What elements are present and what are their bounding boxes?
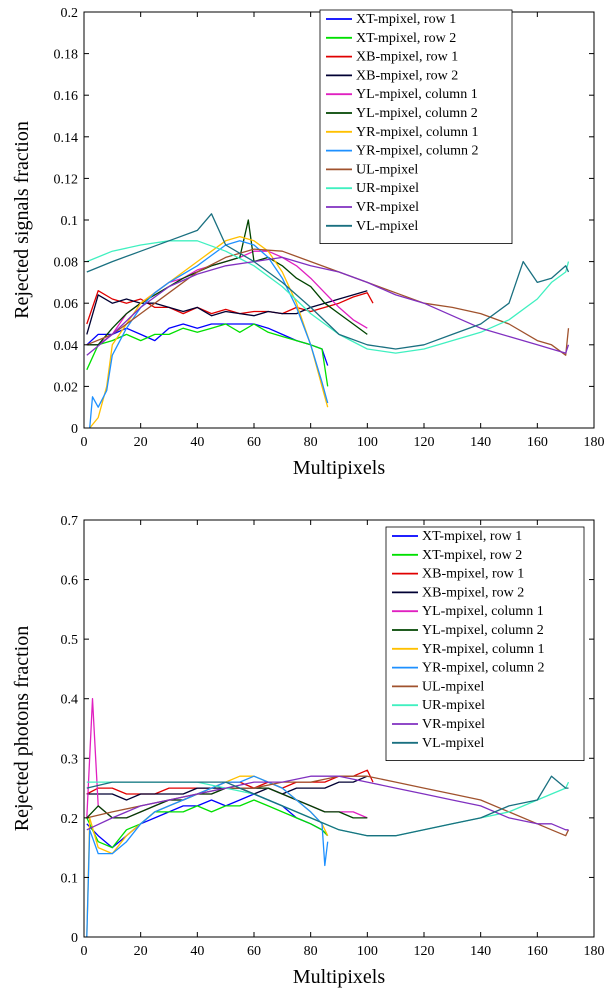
x-tick-label: 120 xyxy=(414,944,435,959)
y-tick-label: 0.3 xyxy=(61,752,79,767)
y-tick-label: 0.18 xyxy=(54,48,79,63)
series-line-4 xyxy=(86,290,368,335)
x-tick-label: 60 xyxy=(247,435,261,450)
series-line-11 xyxy=(86,256,570,356)
y-tick-label: 0 xyxy=(71,422,78,437)
legend-label: YR-mpixel, column 1 xyxy=(422,642,545,657)
x-tick-label: 40 xyxy=(190,944,204,959)
plot-frame xyxy=(83,519,595,938)
legend-label: YR-mpixel, column 2 xyxy=(422,661,545,676)
y-tick-label: 0.6 xyxy=(61,574,79,589)
x-tick-label: 40 xyxy=(190,435,204,450)
legend: XT-mpixel, row 1 XT-mpixel, row 2 XB-mpixe… xyxy=(385,526,585,762)
series-line-12 xyxy=(86,775,569,837)
series-line-11 xyxy=(86,775,569,831)
legend: XT-mpixel, row 1 XT-mpixel, row 2 XB-mpixe… xyxy=(319,9,513,245)
legend-label: UR-mpixel xyxy=(356,181,419,196)
x-tick-label: 0 xyxy=(81,435,88,450)
x-tick-label: 140 xyxy=(470,944,491,959)
x-tick-label: 180 xyxy=(584,944,605,959)
x-tick-label: 80 xyxy=(304,435,318,450)
series-line-8 xyxy=(89,240,329,428)
legend-label: YL-mpixel, column 2 xyxy=(422,623,544,638)
y-tick-label: 0.1 xyxy=(61,871,79,886)
series-line-2 xyxy=(86,799,329,849)
y-tick-label: 0.02 xyxy=(54,380,79,395)
x-axis-title: Multipixels xyxy=(293,966,385,988)
y-axis-title: Rejected signals fraction xyxy=(11,121,33,319)
x-tick-label: 20 xyxy=(134,944,148,959)
x-tick-label: 160 xyxy=(527,944,548,959)
legend-label: YR-mpixel, column 1 xyxy=(356,125,479,140)
x-tick-label: 120 xyxy=(414,435,435,450)
chart-2: 0 20 40 60 80 100 120 140 160 180 0 0.1 0.2 0.3 0.4 0.5… xyxy=(11,514,605,988)
y-tick-label: 0.08 xyxy=(54,256,79,271)
y-tick-label: 0.2 xyxy=(61,6,79,21)
y-axis-title: Rejected photons fraction xyxy=(11,626,33,832)
series-line-2 xyxy=(86,323,329,387)
y-tick-label: 0.4 xyxy=(61,693,79,708)
legend-label: YL-mpixel, column 1 xyxy=(356,87,478,102)
y-tick-label: 0.1 xyxy=(61,214,79,229)
series-lines xyxy=(86,213,570,428)
legend-label: XT-mpixel, row 2 xyxy=(422,548,522,563)
x-tick-label: 60 xyxy=(247,944,261,959)
series-line-8 xyxy=(86,775,329,937)
y-tick-label: 0.04 xyxy=(54,339,79,354)
x-axis-title: Multipixels xyxy=(293,457,385,479)
y-tick-label: 0.16 xyxy=(54,89,79,104)
legend-label: XT-mpixel, row 1 xyxy=(422,529,522,544)
legend-label: VR-mpixel xyxy=(422,717,485,732)
legend-label: UL-mpixel xyxy=(356,162,418,177)
x-tick-label: 0 xyxy=(81,944,88,959)
series-line-6 xyxy=(86,219,368,346)
x-tick-label: 180 xyxy=(584,435,605,450)
y-tick-label: 0.7 xyxy=(61,514,79,529)
legend-label: VR-mpixel xyxy=(356,200,419,215)
y-tick-label: 0.2 xyxy=(61,812,79,827)
legend-label: YL-mpixel, column 2 xyxy=(356,106,478,121)
y-tick-label: 0.06 xyxy=(54,297,79,312)
x-tick-label: 160 xyxy=(527,435,548,450)
legend-label: XB-mpixel, row 1 xyxy=(422,567,524,582)
legend-box xyxy=(385,526,585,762)
x-tick-label: 100 xyxy=(357,944,378,959)
legend-label: XB-mpixel, row 2 xyxy=(422,585,524,600)
series-line-10 xyxy=(86,240,570,354)
x-tick-label: 20 xyxy=(134,435,148,450)
legend-label: UL-mpixel xyxy=(422,679,484,694)
x-tick-label: 140 xyxy=(470,435,491,450)
chart-1: 0 20 40 60 80 100 120 140 160 180 0 0.02 0.04 0.06 0.0… xyxy=(11,6,605,479)
legend-label: XT-mpixel, row 2 xyxy=(356,31,456,46)
y-tick-label: 0.12 xyxy=(54,172,79,187)
y-tick-label: 0.5 xyxy=(61,633,79,648)
legend-label: YL-mpixel, column 1 xyxy=(422,604,544,619)
legend-label: VL-mpixel xyxy=(422,736,484,751)
series-lines xyxy=(86,698,570,937)
y-tick-label: 0 xyxy=(71,931,78,946)
legend-label: UR-mpixel xyxy=(422,698,485,713)
series-line-12 xyxy=(86,213,570,350)
legend-label: XB-mpixel, row 2 xyxy=(356,68,458,83)
legend-label: VL-mpixel xyxy=(356,219,418,234)
x-tick-label: 80 xyxy=(304,944,318,959)
legend-box xyxy=(319,9,513,245)
legend-label: YR-mpixel, column 2 xyxy=(356,144,479,159)
legend-label: XB-mpixel, row 1 xyxy=(356,50,458,65)
y-tick-label: 0.14 xyxy=(54,131,79,146)
legend-label: XT-mpixel, row 1 xyxy=(356,12,456,27)
x-tick-label: 100 xyxy=(357,435,378,450)
